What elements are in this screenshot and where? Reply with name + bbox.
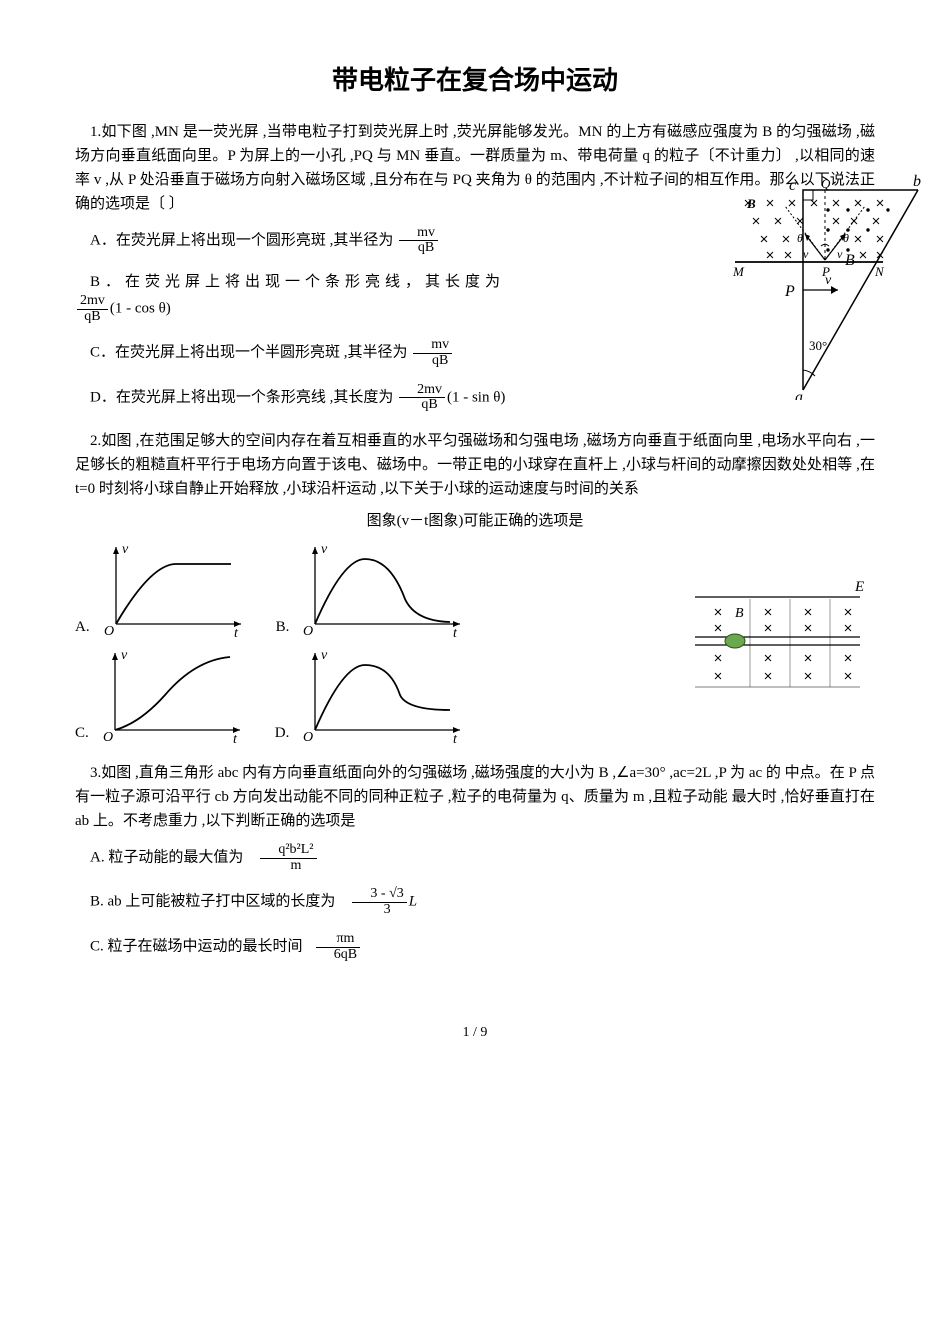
svg-text:B: B: [845, 252, 855, 269]
page-number: 1 / 9: [75, 1022, 875, 1044]
svg-text:O: O: [103, 730, 113, 745]
graph-c: v t O: [95, 645, 245, 745]
svg-text:b: b: [913, 173, 921, 190]
p2-text: 2.如图 ,在范围足够大的空间内存在着互相垂直的水平匀强磁场和匀强电场 ,磁场方…: [75, 429, 875, 501]
fig-rod-field: E: [690, 579, 865, 707]
svg-text:t: t: [234, 626, 239, 639]
svg-text:v: v: [122, 542, 129, 557]
graph-c-label: C.: [75, 721, 89, 745]
svg-text:v: v: [321, 648, 328, 663]
problem-1: Q B: [75, 120, 875, 414]
svg-text:O: O: [303, 730, 313, 745]
p3-option-c: C. 粒子在磁场中运动的最长时间 πm6qB: [75, 932, 875, 962]
svg-text:t: t: [233, 732, 238, 745]
svg-text:O: O: [303, 624, 313, 639]
problem-3: 3.如图 ,直角三角形 abc 内有方向垂直纸面向外的匀强磁场 ,磁场强度的大小…: [75, 761, 875, 962]
page-title: 带电粒子在复合场中运动: [75, 60, 875, 102]
p1-option-b: B．在荧光屏上将出现一个条形亮线，其长度为 2mvqB(1 - cos θ): [75, 270, 635, 324]
svg-text:30°: 30°: [809, 338, 827, 353]
svg-text:t: t: [453, 732, 458, 745]
p2-text2: 图象(v－t图象)可能正确的选项是: [75, 509, 875, 533]
svg-text:v: v: [121, 648, 128, 663]
graph-a: v t O: [96, 539, 246, 639]
svg-text:a: a: [795, 389, 803, 400]
graph-b: v t O: [295, 539, 465, 639]
graph-d: v t O: [295, 645, 465, 745]
svg-text:P: P: [784, 283, 795, 300]
fig-triangle: P v B 30° c b a: [773, 170, 923, 400]
p3-option-b: B. ab 上可能被粒子打中区域的长度为 3 - √33L: [75, 887, 875, 917]
svg-text:O: O: [104, 624, 114, 639]
svg-text:B: B: [735, 606, 744, 621]
p3-text: 3.如图 ,直角三角形 abc 内有方向垂直纸面向外的匀强磁场 ,磁场强度的大小…: [75, 761, 875, 833]
p1-option-c: C．在荧光屏上将出现一个半圆形亮斑 ,其半径为 mvqB: [75, 338, 635, 368]
problem-2: 2.如图 ,在范围足够大的空间内存在着互相垂直的水平匀强磁场和匀强电场 ,磁场方…: [75, 429, 875, 745]
fig-triangle-wrap: P v B 30° c b a: [773, 170, 923, 408]
svg-text:t: t: [453, 626, 458, 639]
svg-text:v: v: [321, 542, 328, 557]
graph-a-label: A.: [75, 615, 90, 639]
graph-b-label: B.: [276, 615, 290, 639]
svg-text:E: E: [854, 579, 864, 595]
p1-option-d: D．在荧光屏上将出现一个条形亮线 ,其长度为 2mvqB(1 - sin θ): [75, 383, 635, 413]
p1-option-a: A．在荧光屏上将出现一个圆形亮斑 ,其半径为 mvqB: [75, 226, 635, 256]
graph-d-label: D.: [275, 721, 290, 745]
svg-text:v: v: [825, 273, 832, 288]
p3-option-a: A. 粒子动能的最大值为 q²b²L²m: [75, 843, 875, 873]
svg-text:M: M: [732, 264, 745, 279]
svg-text:c: c: [789, 177, 796, 194]
